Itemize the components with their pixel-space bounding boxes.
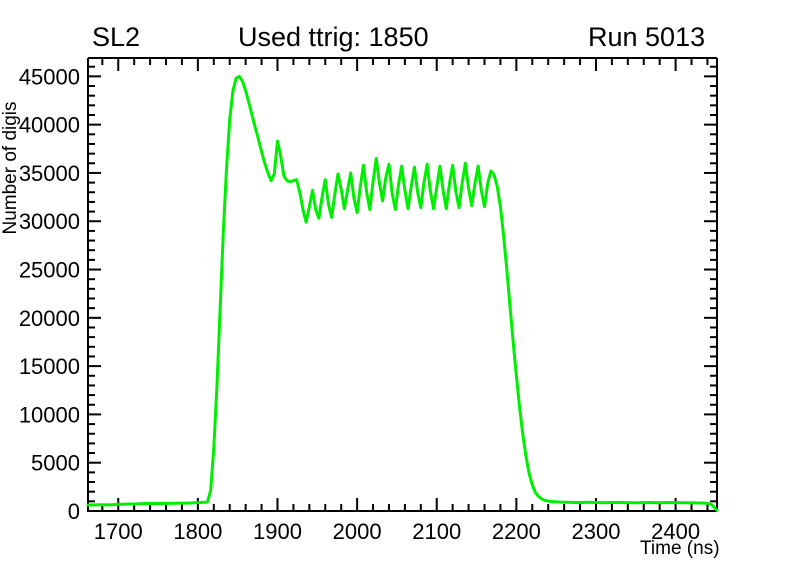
superlayer-label: SL2 bbox=[92, 22, 141, 52]
x-tick-label: 2000 bbox=[333, 519, 382, 544]
x-tick-label: 2400 bbox=[651, 519, 700, 544]
y-tick-label: 45000 bbox=[19, 64, 80, 89]
axis-frame bbox=[87, 57, 718, 512]
run-label: Run 5013 bbox=[588, 22, 706, 52]
y-tick-label: 5000 bbox=[31, 451, 80, 476]
y-tick-label: 40000 bbox=[19, 113, 80, 138]
y-tick-label: 30000 bbox=[19, 209, 80, 234]
y-tick-label: 0 bbox=[68, 499, 80, 524]
x-axis-title: Time (ns) bbox=[640, 538, 720, 559]
y-tick-label: 25000 bbox=[19, 258, 80, 283]
x-tick-label: 2100 bbox=[412, 519, 461, 544]
y-tick-label: 15000 bbox=[19, 354, 80, 379]
frame-lines bbox=[87, 58, 717, 512]
x-tick-label: 2300 bbox=[572, 519, 621, 544]
x-tick-label: 1800 bbox=[173, 519, 222, 544]
page-title: Used ttrig: 1850 bbox=[238, 22, 429, 52]
x-tick-label: 1700 bbox=[94, 519, 143, 544]
y-axis-tick-labels: 0 5000 10000 15000 20000 25000 30000 35000 40000… bbox=[19, 64, 80, 524]
x-tick-label: 1900 bbox=[253, 519, 302, 544]
y-axis-ticks bbox=[88, 65, 717, 512]
y-tick-label: 35000 bbox=[19, 161, 80, 186]
x-axis-tick-labels: 1700 1800 1900 2000 2100 2200 2300 2400 bbox=[94, 519, 700, 544]
y-tick-label: 10000 bbox=[19, 402, 80, 427]
x-tick-label: 2200 bbox=[492, 519, 541, 544]
y-tick-label: 20000 bbox=[19, 306, 80, 331]
digis-time-curve bbox=[86, 74, 719, 512]
x-axis-ticks bbox=[101, 58, 709, 511]
